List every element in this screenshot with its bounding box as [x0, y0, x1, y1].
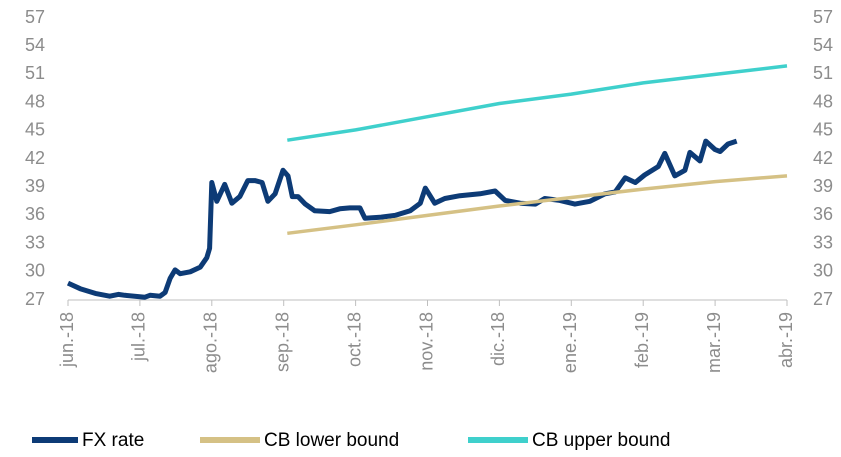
series-line	[287, 174, 788, 236]
legend-label: CB lower bound	[264, 430, 399, 451]
y2-tick-label: 48	[813, 91, 833, 111]
x-tick-label: nov.-18	[416, 312, 436, 371]
x-tick-label: abr.-19	[776, 312, 796, 368]
y-tick-label: 54	[25, 35, 45, 55]
y2-tick-label: 27	[813, 289, 833, 309]
y2-tick-label: 57	[813, 7, 833, 27]
x-tick-label: jul.-18	[129, 312, 149, 362]
y-tick-label: 42	[25, 148, 45, 168]
y2-tick-label: 33	[813, 232, 833, 252]
x-tick-label: ago.-18	[201, 312, 221, 373]
y-tick-label: 45	[25, 120, 45, 140]
y2-tick-label: 51	[813, 63, 833, 83]
x-tick-label: oct.-18	[344, 312, 364, 367]
y-tick-label: 39	[25, 176, 45, 196]
x-tick-label: ene.-19	[560, 312, 580, 373]
y-tick-label: 48	[25, 91, 45, 111]
x-tick-label: dic.-18	[488, 312, 508, 366]
x-tick-label: sep.-18	[272, 312, 292, 372]
y2-tick-label: 45	[813, 120, 833, 140]
y2-tick-label: 39	[813, 176, 833, 196]
y-tick-label: 33	[25, 232, 45, 252]
series-line	[66, 138, 738, 300]
series-line	[287, 64, 788, 142]
x-tick-label: mar.-19	[704, 312, 724, 373]
x-tick-label: jun.-18	[57, 312, 77, 368]
y2-tick-label: 42	[813, 148, 833, 168]
x-tick-label: feb.-19	[632, 312, 652, 368]
legend-label: FX rate	[82, 430, 144, 451]
y-tick-label: 51	[25, 63, 45, 83]
y2-tick-label: 36	[813, 204, 833, 224]
y2-tick-label: 30	[813, 261, 833, 281]
legend-label: CB upper bound	[532, 430, 670, 451]
y-tick-label: 36	[25, 204, 45, 224]
y-tick-label: 57	[25, 7, 45, 27]
y2-tick-label: 54	[813, 35, 833, 55]
y-tick-label: 30	[25, 261, 45, 281]
y-tick-label: 27	[25, 289, 45, 309]
